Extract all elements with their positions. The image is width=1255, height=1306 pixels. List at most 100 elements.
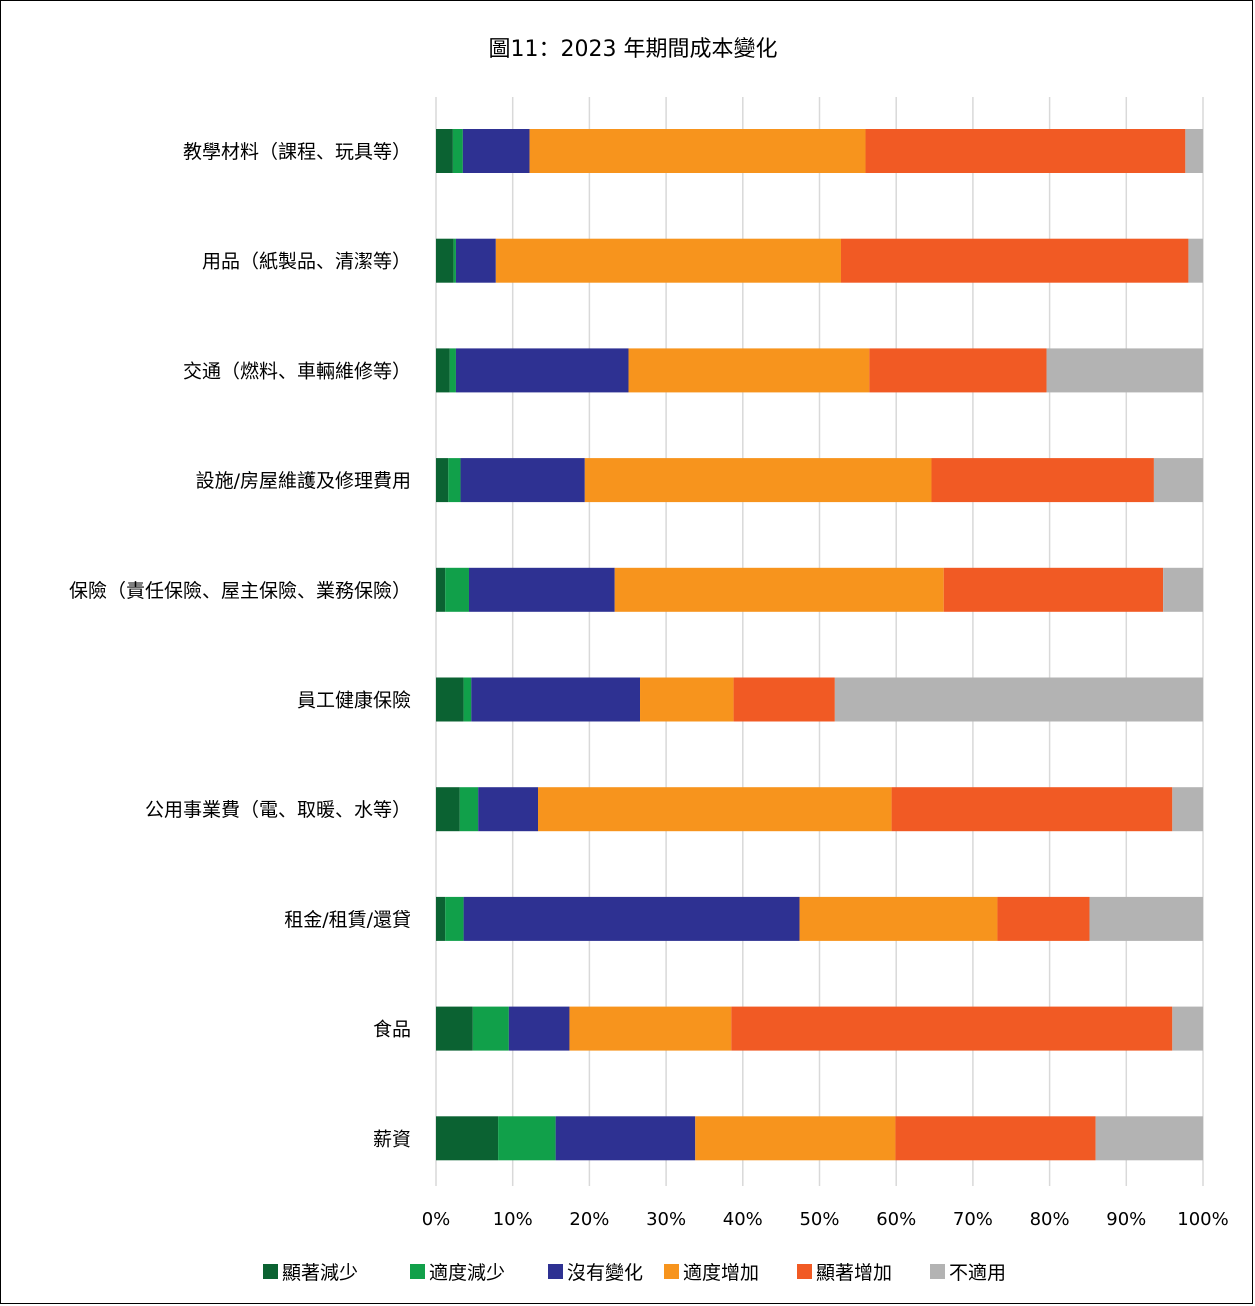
bar-segment bbox=[1089, 896, 1203, 941]
bar-segment bbox=[1188, 238, 1203, 283]
legend-swatch bbox=[548, 1264, 563, 1279]
legend-swatch bbox=[797, 1264, 812, 1279]
x-tick-label: 80% bbox=[1030, 1209, 1070, 1230]
category-label: 租金/租賃/還貸 bbox=[284, 909, 411, 931]
x-tick-label: 70% bbox=[953, 1209, 993, 1230]
bar-segment bbox=[1153, 458, 1203, 503]
bar-segment bbox=[1163, 567, 1203, 612]
x-tick-label: 20% bbox=[569, 1209, 609, 1230]
bar-segment bbox=[1046, 348, 1203, 393]
bar-segment bbox=[869, 348, 1047, 393]
bar-segment bbox=[640, 677, 734, 722]
bar-segment bbox=[445, 896, 464, 941]
bar-segment bbox=[436, 677, 464, 722]
legend-label: 顯著減少 bbox=[282, 1262, 358, 1284]
bar-segment bbox=[508, 1006, 570, 1051]
bar-segment bbox=[584, 458, 932, 503]
bar-segment bbox=[453, 238, 456, 283]
bar-segment bbox=[614, 567, 944, 612]
bar-segment bbox=[452, 129, 463, 173]
legend-swatch bbox=[930, 1264, 945, 1279]
bar-segment bbox=[555, 1116, 696, 1161]
bar-segment bbox=[436, 567, 446, 612]
bar-segment bbox=[895, 1116, 1096, 1161]
bar-segment bbox=[1172, 1006, 1203, 1051]
legend-label: 顯著增加 bbox=[816, 1262, 892, 1284]
x-tick-label: 90% bbox=[1106, 1209, 1146, 1230]
legend-label: 適度增加 bbox=[683, 1262, 759, 1284]
category-label: 員工健康保險 bbox=[297, 690, 411, 712]
category-label: 公用事業費（電、取暖、水等） bbox=[145, 799, 411, 821]
bar-segment bbox=[472, 1006, 509, 1051]
bar-segment bbox=[840, 238, 1189, 283]
bar-segment bbox=[459, 787, 479, 832]
legend-swatch bbox=[410, 1264, 425, 1279]
bar-segment bbox=[628, 348, 870, 393]
bar-segment bbox=[695, 1116, 896, 1161]
bar-segment bbox=[834, 677, 1203, 722]
bar-segment bbox=[997, 896, 1090, 941]
bar-segment bbox=[471, 677, 641, 722]
bar-segment bbox=[865, 129, 1186, 173]
bar-segment bbox=[462, 129, 530, 173]
bar-segment bbox=[1095, 1116, 1203, 1161]
bar-segment bbox=[569, 1006, 732, 1051]
bar-segment bbox=[529, 129, 866, 173]
bar-segment bbox=[799, 896, 998, 941]
bar-segment bbox=[733, 677, 835, 722]
legend: 顯著減少 適度減少 沒有變化 適度增加 顯著增加 不適用 bbox=[263, 1262, 1006, 1284]
chart-title: 圖11：2023 年期間成本變化 bbox=[489, 37, 778, 62]
bar-segment bbox=[448, 458, 461, 503]
bar-segment bbox=[538, 787, 892, 832]
bar-segment bbox=[436, 348, 450, 393]
bar-segment bbox=[1185, 129, 1203, 173]
category-label: 保險（責任保險、屋主保險、業務保險） bbox=[69, 580, 411, 602]
legend-label: 適度減少 bbox=[429, 1262, 505, 1284]
bar-segment bbox=[478, 787, 539, 832]
legend-label: 沒有變化 bbox=[567, 1262, 643, 1284]
bar-segment bbox=[463, 896, 800, 941]
bar-segment bbox=[455, 238, 496, 283]
x-tick-label: 40% bbox=[723, 1209, 763, 1230]
bar-segment bbox=[731, 1006, 1173, 1051]
legend-label: 不適用 bbox=[949, 1262, 1006, 1284]
bar-segment bbox=[468, 567, 615, 612]
bar-segment bbox=[931, 458, 1154, 503]
bar-segment bbox=[495, 238, 841, 283]
category-label: 交通（燃料、車輛維修等） bbox=[183, 360, 411, 382]
x-tick-label: 60% bbox=[876, 1209, 916, 1230]
x-tick-label: 30% bbox=[646, 1209, 686, 1230]
x-axis-tick-labels: 0% 10% 20% 30% 40% 50% 60% 70% 80% 90% 100% bbox=[422, 1209, 1229, 1230]
bar-segment bbox=[436, 896, 446, 941]
bars bbox=[436, 129, 1203, 1161]
bar-segment bbox=[436, 458, 449, 503]
bar-segment bbox=[943, 567, 1164, 612]
category-label: 用品（紙製品、清潔等） bbox=[202, 251, 411, 273]
x-tick-label: 100% bbox=[1177, 1209, 1228, 1230]
bar-segment bbox=[449, 348, 456, 393]
bar-segment bbox=[436, 1116, 499, 1161]
bar-segment bbox=[463, 677, 472, 722]
bar-segment bbox=[445, 567, 469, 612]
bar-segment bbox=[460, 458, 585, 503]
category-label: 食品 bbox=[373, 1019, 411, 1041]
category-label: 教學材料（課程、玩具等） bbox=[183, 141, 411, 163]
bar-segment bbox=[436, 238, 454, 283]
bar-segment bbox=[436, 129, 453, 173]
category-label: 設施/房屋維護及修理費用 bbox=[196, 470, 411, 492]
bar-segment bbox=[498, 1116, 556, 1161]
category-labels: 教學材料（課程、玩具等） 用品（紙製品、清潔等） 交通（燃料、車輛維修等） 設施/房屋… bbox=[69, 141, 411, 1150]
bar-segment bbox=[1172, 787, 1203, 832]
bar-segment bbox=[436, 787, 460, 832]
legend-swatch bbox=[664, 1264, 679, 1279]
bar-segment bbox=[455, 348, 629, 393]
x-tick-label: 0% bbox=[422, 1209, 451, 1230]
bar-segment bbox=[891, 787, 1173, 832]
category-label: 薪資 bbox=[373, 1128, 411, 1150]
legend-swatch bbox=[263, 1264, 278, 1279]
bar-segment bbox=[436, 1006, 473, 1051]
x-tick-label: 10% bbox=[493, 1209, 533, 1230]
x-tick-label: 50% bbox=[799, 1209, 839, 1230]
